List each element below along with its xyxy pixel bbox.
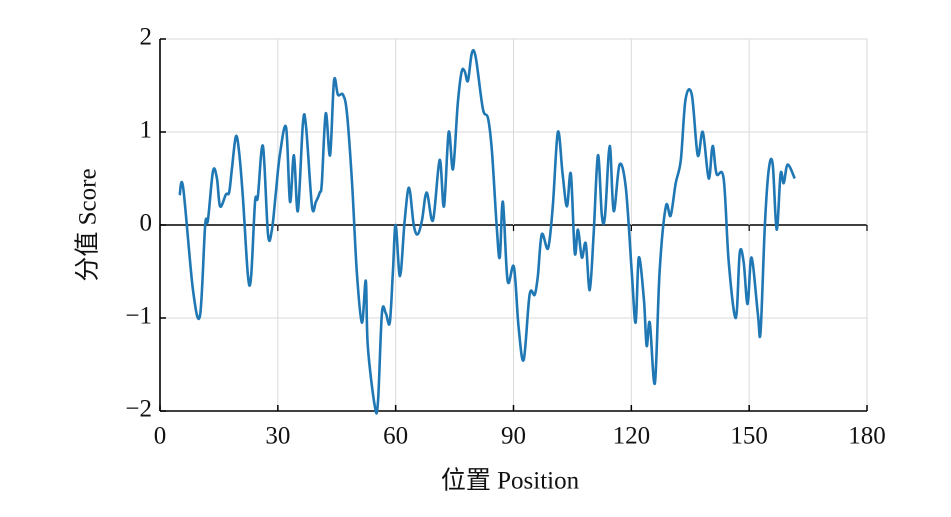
y-tick-label: −2 xyxy=(125,396,152,423)
y-tick-label: 0 xyxy=(140,210,153,237)
x-tick-label: 30 xyxy=(265,423,290,450)
y-tick-label: 1 xyxy=(140,117,153,144)
y-tick-label: 2 xyxy=(140,24,153,51)
x-tick-label: 90 xyxy=(501,423,526,450)
x-axis-label: 位置 Position xyxy=(441,467,580,495)
data-line xyxy=(178,48,796,415)
x-tick-label: 180 xyxy=(848,423,886,450)
y-axis-label: 分值 Score xyxy=(74,168,102,281)
y-tick-label: −1 xyxy=(125,303,152,330)
x-tick-label: 120 xyxy=(613,423,651,450)
x-tick-label: 0 xyxy=(154,423,167,450)
x-tick-label: 60 xyxy=(383,423,408,450)
x-tick-label: 150 xyxy=(730,423,768,450)
